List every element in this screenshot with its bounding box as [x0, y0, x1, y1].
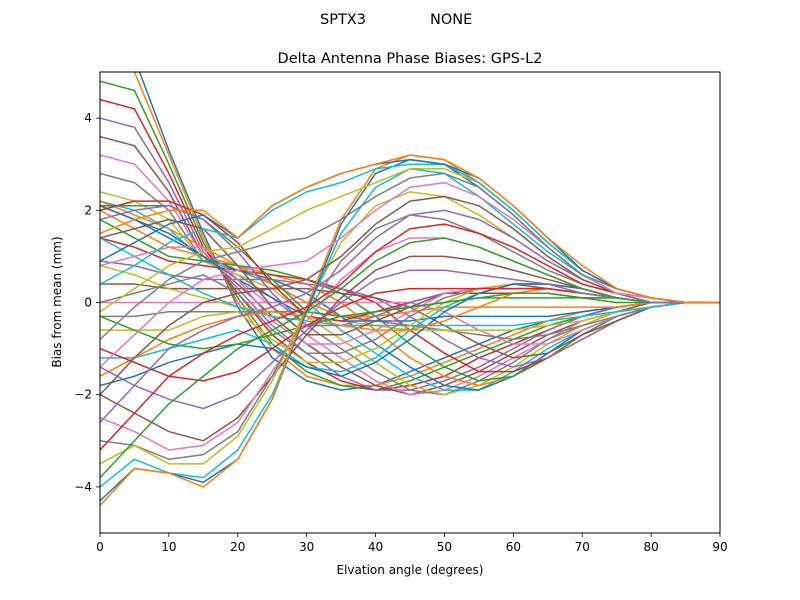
suptitle-right: NONE [430, 12, 472, 28]
x-tick-label: 80 [643, 540, 658, 554]
x-tick-label: 40 [368, 540, 383, 554]
y-tick-label: 2 [84, 203, 92, 217]
x-tick-label: 10 [161, 540, 176, 554]
y-tick-label: 4 [84, 111, 92, 125]
x-tick-label: 90 [712, 540, 727, 554]
x-tick-label: 30 [299, 540, 314, 554]
series-line-47 [100, 181, 720, 368]
y-tick-label: 0 [84, 296, 92, 310]
series-line-52 [100, 154, 720, 304]
series-line-43 [100, 237, 720, 479]
x-tick-label: 20 [230, 540, 245, 554]
x-tick-label: 70 [575, 540, 590, 554]
chart-title: Delta Antenna Phase Biases: GPS-L2 [278, 51, 543, 67]
x-tick-label: 50 [437, 540, 452, 554]
y-axis: −4 −2 0 2 4 [74, 111, 100, 494]
y-tick-label: −4 [74, 480, 92, 494]
x-axis: 0 10 20 30 40 50 60 70 80 90 [96, 533, 728, 554]
suptitle-left: SPTX3 [320, 12, 366, 28]
x-tick-label: 0 [96, 540, 104, 554]
series-group [100, 72, 720, 506]
x-axis-label: Elvation angle (degrees) [337, 563, 484, 577]
x-tick-label: 60 [506, 540, 521, 554]
y-axis-label: Bias from mean (mm) [50, 236, 64, 367]
y-tick-label: −2 [74, 388, 92, 402]
